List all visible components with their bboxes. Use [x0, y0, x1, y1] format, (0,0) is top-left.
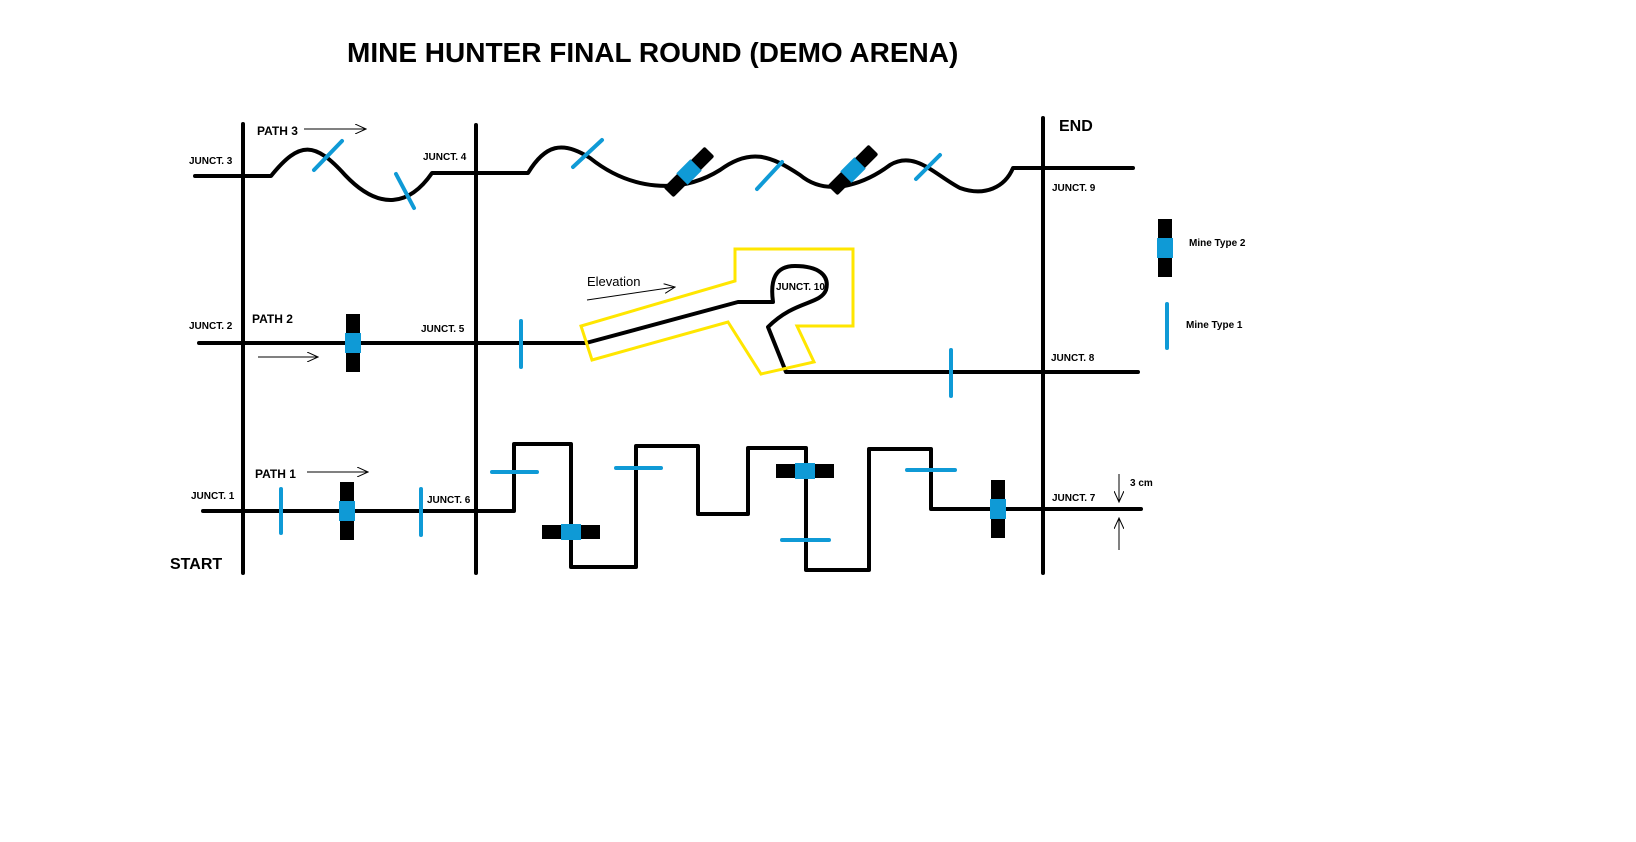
page-title: MINE HUNTER FINAL ROUND (DEMO ARENA) [347, 37, 958, 68]
mine-type-2 [664, 147, 714, 197]
start-label: START [170, 556, 222, 573]
mine-type-2 [828, 145, 878, 195]
junction-2-label: JUNCT. 2 [189, 321, 233, 332]
mine-type-2 [345, 314, 361, 372]
path-3-track [193, 145, 1135, 202]
junction-3-label: JUNCT. 3 [189, 156, 233, 167]
junction-8-label: JUNCT. 8 [1051, 353, 1095, 364]
junction-5-label: JUNCT. 5 [421, 324, 465, 335]
dimension-indicator: 3 cm [1119, 474, 1153, 550]
legend-mine-type-2-icon [1157, 219, 1173, 277]
path-3-label: PATH 3 [257, 124, 298, 138]
mines-type-1 [279, 138, 957, 542]
junction-9-label: JUNCT. 9 [1052, 183, 1096, 194]
junction-6-label: JUNCT. 6 [427, 495, 471, 506]
elevation-label: Elevation [587, 274, 640, 289]
junction-1-label: JUNCT. 1 [191, 491, 235, 502]
mine-type-2 [339, 482, 355, 540]
mines-type-2 [339, 145, 1006, 540]
dimension-label: 3 cm [1130, 478, 1153, 489]
direction-arrows [258, 129, 675, 472]
junction-4-label: JUNCT. 4 [423, 152, 467, 163]
mine-type-1 [571, 138, 604, 169]
junction-7-label: JUNCT. 7 [1052, 493, 1096, 504]
mine-type-1 [914, 153, 942, 181]
legend: Mine Type 2 Mine Type 1 [1157, 219, 1246, 350]
mine-type-2 [990, 480, 1006, 538]
end-label: END [1059, 118, 1093, 135]
elevation-zone [579, 247, 855, 376]
mine-type-1 [755, 160, 784, 191]
mine-type-2 [776, 463, 834, 479]
path-2-track [197, 264, 1140, 374]
path-2-label: PATH 2 [252, 312, 293, 326]
junction-10-label: JUNCT. 10 [776, 282, 825, 293]
mine-type-1 [312, 139, 344, 172]
elevation-arrow [586, 287, 675, 301]
mine-type-1 [394, 172, 416, 210]
path-1-track [201, 442, 1143, 572]
mine-type-2 [542, 524, 600, 540]
path-1-label: PATH 1 [255, 467, 296, 481]
legend-mine-type-1-label: Mine Type 1 [1186, 320, 1243, 331]
legend-mine-type-2-label: Mine Type 2 [1189, 238, 1246, 249]
vertical-tracks [241, 116, 1045, 575]
